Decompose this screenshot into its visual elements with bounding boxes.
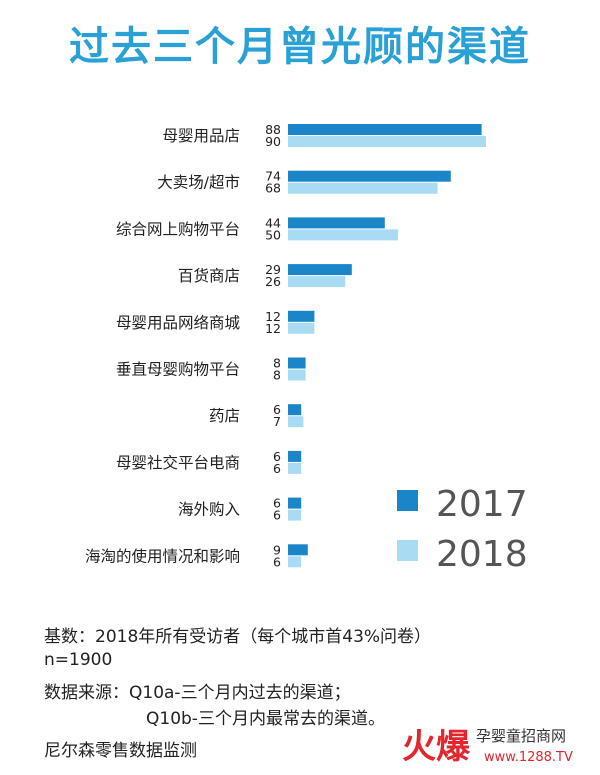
bar-2018 bbox=[288, 276, 346, 288]
watermark-site-name: 孕婴童招商网 bbox=[476, 727, 566, 745]
bar-2017 bbox=[288, 310, 315, 322]
bar-2017 bbox=[288, 264, 352, 276]
category-label: 百货商店 bbox=[178, 267, 240, 285]
bar-2017 bbox=[288, 544, 308, 556]
data-label-2017: 44 bbox=[265, 215, 281, 230]
data-label-2018: 26 bbox=[265, 274, 281, 289]
bar-2018 bbox=[288, 136, 486, 147]
legend-label-2017: 2017 bbox=[436, 484, 528, 525]
bar-2017 bbox=[288, 357, 306, 369]
data-label-2018: 90 bbox=[265, 134, 281, 149]
bar-2017 bbox=[288, 217, 385, 229]
data-label-2017: 9 bbox=[273, 542, 281, 557]
watermark-logo-text: 火爆 bbox=[402, 727, 471, 766]
bar-2018 bbox=[288, 416, 304, 428]
bar-2018 bbox=[288, 229, 398, 241]
category-label: 海外购入 bbox=[178, 501, 240, 519]
legend-swatch-2017 bbox=[397, 490, 418, 511]
data-label-2018: 6 bbox=[273, 508, 281, 523]
bar-2017 bbox=[288, 170, 451, 182]
data-label-2017: 6 bbox=[273, 496, 281, 511]
category-label: 海淘的使用情况和影响 bbox=[85, 547, 240, 565]
data-label-2017: 88 bbox=[265, 122, 281, 137]
category-label: 药店 bbox=[209, 407, 240, 425]
data-label-2018: 68 bbox=[265, 181, 281, 196]
category-label: 大卖场/超市 bbox=[157, 174, 240, 192]
bar-2018 bbox=[288, 322, 315, 334]
bar-2017 bbox=[288, 497, 302, 509]
data-label-2017: 29 bbox=[265, 262, 281, 277]
data-label-2018: 6 bbox=[273, 554, 281, 569]
category-label: 母婴用品店 bbox=[162, 127, 240, 145]
bar-2018 bbox=[288, 369, 306, 381]
sample-size-note: n=1900 bbox=[44, 650, 113, 670]
bar-2017 bbox=[288, 450, 302, 462]
data-label-2017: 8 bbox=[273, 356, 281, 371]
data-label-2018: 50 bbox=[265, 227, 281, 242]
data-label-2018: 8 bbox=[273, 368, 281, 383]
watermark-logo: 火爆 孕婴童招商网 www.1288.TV bbox=[402, 727, 573, 766]
data-label-2017: 6 bbox=[273, 449, 281, 464]
category-label: 母婴用品网络商城 bbox=[116, 314, 241, 332]
category-label: 综合网上购物平台 bbox=[116, 220, 240, 238]
bar-2018 bbox=[288, 182, 438, 194]
data-label-2018: 7 bbox=[273, 414, 281, 429]
monitor-note: 尼尔森零售数据监测 bbox=[44, 741, 197, 761]
bar-2018 bbox=[288, 556, 302, 568]
bar-2017 bbox=[288, 404, 302, 416]
bar-2018 bbox=[288, 462, 302, 474]
chart-title: 过去三个月曾光顾的渠道 bbox=[69, 24, 531, 70]
legend-label-2018: 2018 bbox=[436, 534, 528, 575]
data-label-2017: 12 bbox=[265, 309, 281, 324]
source-note-b: Q10b-三个月内最常去的渠道。 bbox=[146, 709, 385, 729]
bar-2018 bbox=[288, 509, 302, 521]
bar-2017 bbox=[288, 124, 482, 135]
category-label: 垂直母婴购物平台 bbox=[116, 361, 240, 379]
base-note: 基数：2018年所有受访者（每个城市首43%问卷） bbox=[44, 627, 432, 647]
category-label: 母婴社交平台电商 bbox=[116, 454, 240, 472]
data-label-2017: 74 bbox=[265, 169, 281, 184]
watermark-url: www.1288.TV bbox=[484, 750, 573, 765]
source-note-a: 数据来源：Q10a-三个月内过去的渠道； bbox=[44, 683, 351, 703]
legend-swatch-2018 bbox=[397, 540, 418, 561]
data-label-2018: 6 bbox=[273, 461, 281, 476]
data-label-2017: 6 bbox=[273, 402, 281, 417]
data-label-2018: 12 bbox=[265, 321, 281, 336]
